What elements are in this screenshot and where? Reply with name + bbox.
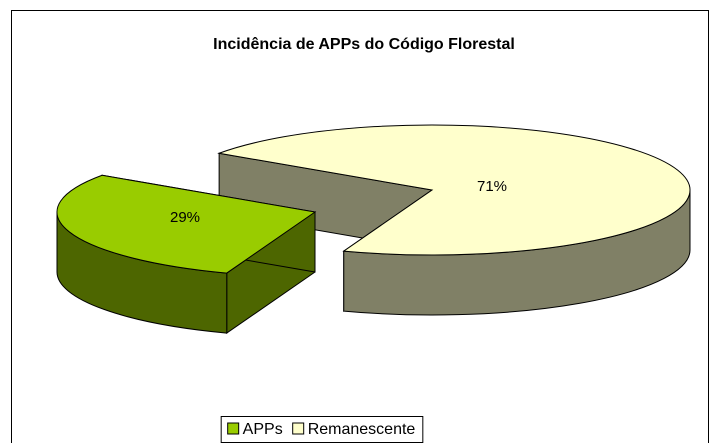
chart-title: Incidência de APPs do Código Florestal — [213, 36, 515, 53]
legend-label: APPs — [243, 421, 283, 438]
legend: APPs Remanescente — [220, 416, 424, 443]
pie-slice — [56, 174, 317, 274]
legend-label: Remanescente — [308, 421, 416, 438]
legend-swatch — [292, 422, 305, 435]
data-label: 71% — [477, 178, 507, 195]
legend-swatch — [227, 422, 240, 435]
pie-slice — [217, 124, 691, 256]
data-label: 29% — [170, 209, 200, 226]
